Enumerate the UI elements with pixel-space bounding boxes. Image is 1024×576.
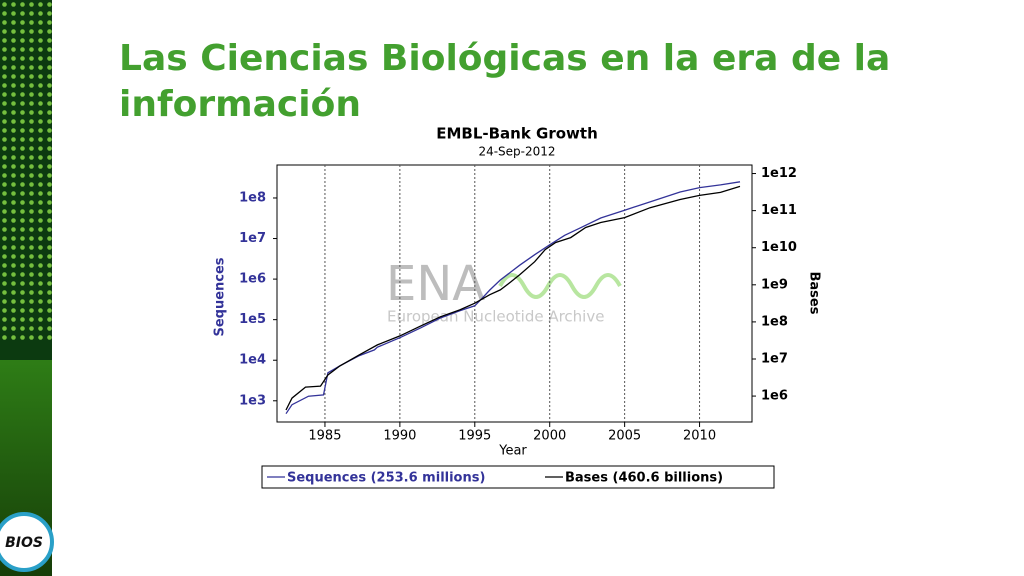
logo-ring [0,512,54,572]
side-dots [0,0,52,340]
legend-label: Bases (460.6 billions) [565,471,723,486]
y2-tick-label: 1e12 [761,166,797,181]
watermark-sub: European Nucleotide Archive [387,308,604,326]
y-tick-label: 1e6 [239,272,266,287]
y2-tick-label: 1e7 [761,351,788,366]
y2-tick-label: 1e10 [761,240,797,255]
series-line [285,181,741,415]
y-tick-label: 1e8 [239,190,266,205]
y2-axis-label: Bases [807,272,822,315]
y-tick-label: 1e4 [239,353,266,368]
chart-subtitle: 24-Sep-2012 [478,145,555,159]
logo: BIOS [5,535,43,551]
x-tick-label: 2005 [608,429,641,444]
y-tick-label: 1e3 [239,393,266,408]
y2-tick-label: 1e11 [761,203,797,218]
slide-title: Las Ciencias Biológicas en la era de la … [119,38,891,125]
chart-title: EMBL-Bank Growth [436,125,598,143]
watermark-wave [498,273,622,299]
y2-tick-label: 1e8 [761,314,788,329]
x-tick-label: 2000 [533,429,566,444]
legend-label: Sequences (253.6 millions) [287,471,485,486]
y-axis-label: Sequences [213,257,228,336]
y-tick-label: 1e5 [239,312,266,327]
x-axis-label: Year [498,444,527,459]
x-tick-label: 2010 [683,429,716,444]
x-tick-label: 1990 [383,429,416,444]
series-line [285,185,741,411]
x-tick-label: 1985 [308,429,341,444]
plot-frame [276,164,753,423]
y2-tick-label: 1e6 [761,389,788,404]
legend-box [261,465,775,489]
watermark: ENA [386,256,485,312]
x-tick-label: 1995 [458,429,491,444]
y-tick-label: 1e7 [239,231,266,246]
y2-tick-label: 1e9 [761,277,788,292]
